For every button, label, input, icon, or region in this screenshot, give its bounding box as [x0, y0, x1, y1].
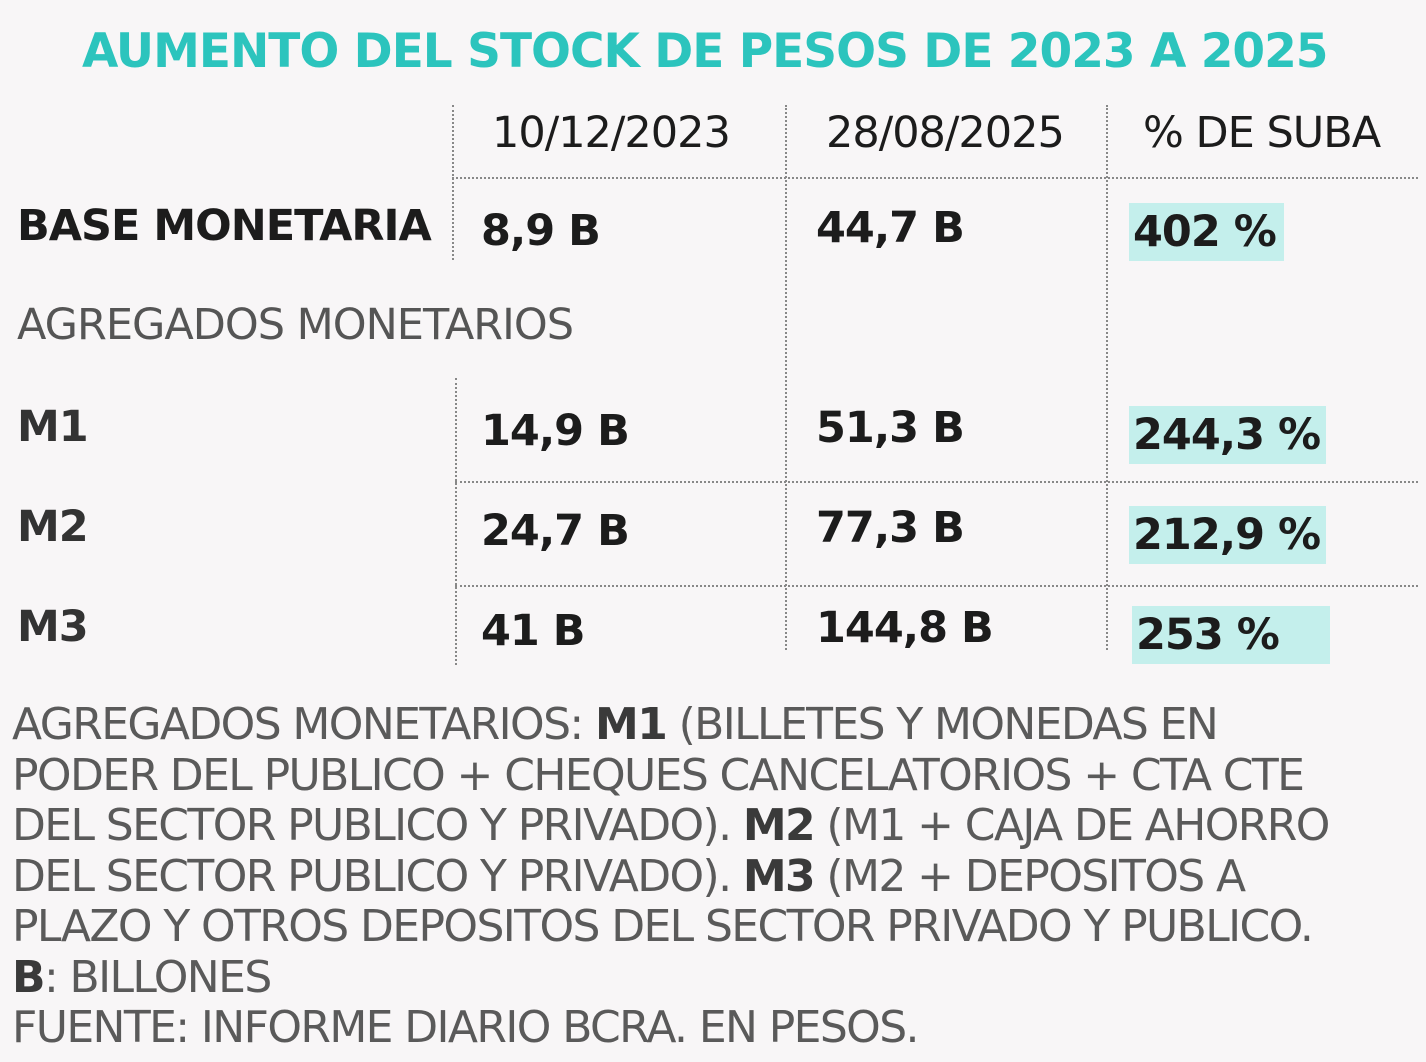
footnotes: AGREGADOS MONETARIOS: M1 (BILLETES Y MON… — [12, 699, 1424, 1054]
section-label-agregados: AGREGADOS MONETARIOS — [17, 300, 574, 350]
pct-base: 402 % — [1129, 203, 1284, 261]
value-m1-2025: 51,3 B — [816, 403, 965, 453]
value-m3-2025: 144,8 B — [816, 603, 994, 653]
pct-m2: 212,9 % — [1129, 506, 1326, 564]
footnote-line-3: DEL SECTOR PUBLICO Y PRIVADO). M2 (M1 + … — [12, 800, 1330, 851]
column-header-pct: % DE SUBA — [1143, 108, 1381, 158]
grid-vline-3 — [1106, 105, 1108, 650]
value-base-2025: 44,7 B — [816, 203, 965, 253]
footnote-line-5: PLAZO Y OTROS DEPOSITOS DEL SECTOR PRIVA… — [12, 901, 1314, 952]
footnote-source: FUENTE: INFORME DIARIO BCRA. EN PESOS. — [12, 1002, 920, 1053]
value-m3-2023: 41 B — [481, 606, 586, 656]
footnote-line-4: DEL SECTOR PUBLICO Y PRIVADO). M3 (M2 + … — [12, 850, 1246, 902]
value-m1-2023: 14,9 B — [481, 406, 630, 456]
row-label-m2: M2 — [17, 502, 89, 552]
pct-m1: 244,3 % — [1129, 406, 1326, 464]
row-label-base-monetaria: BASE MONETARIA — [17, 201, 432, 251]
footnote-billones: B: BILLONES — [12, 951, 272, 1003]
value-base-2023: 8,9 B — [481, 206, 601, 256]
value-m2-2023: 24,7 B — [481, 506, 630, 556]
column-header-2023: 10/12/2023 — [492, 108, 731, 158]
column-header-2025: 28/08/2025 — [826, 108, 1065, 158]
row-label-m1: M1 — [17, 402, 89, 452]
grid-vline-1-bottom — [455, 378, 457, 665]
grid-hline-m1 — [455, 481, 1418, 483]
row-label-m3: M3 — [17, 602, 89, 652]
footnote-line-1: AGREGADOS MONETARIOS: M1 (BILLETES Y MON… — [12, 699, 1219, 750]
grid-vline-2 — [785, 105, 787, 650]
grid-hline-header — [452, 177, 1418, 179]
grid-hline-m2 — [455, 585, 1418, 587]
grid-vline-1-top — [452, 105, 454, 260]
value-m2-2025: 77,3 B — [816, 503, 965, 553]
pct-m3: 253 % — [1132, 606, 1330, 664]
chart-title: AUMENTO DEL STOCK DE PESOS DE 2023 A 202… — [82, 24, 1329, 79]
footnote-line-2: PODER DEL PUBLICO + CHEQUES CANCELATORIO… — [12, 749, 1305, 801]
